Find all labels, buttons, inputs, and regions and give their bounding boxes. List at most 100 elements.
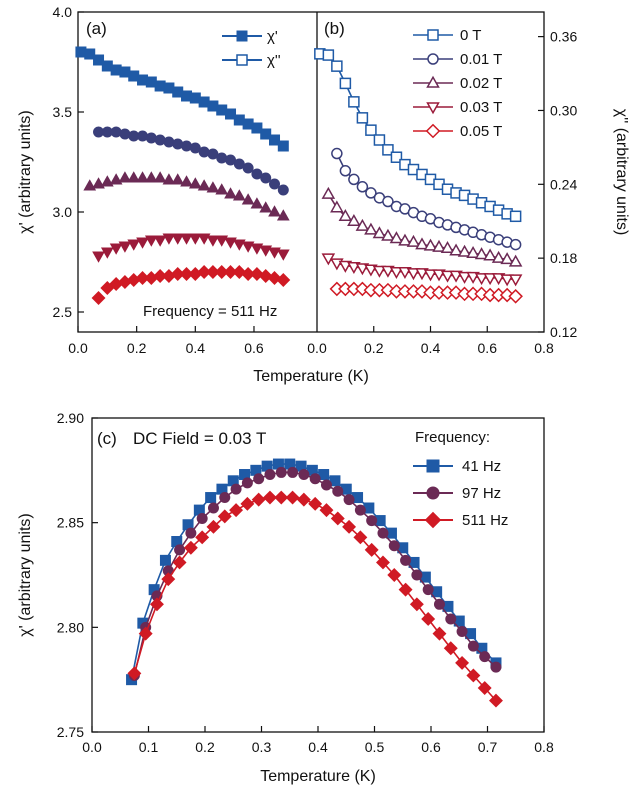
- y-tick-label-b-1: 0.18: [550, 250, 577, 266]
- data-point-c1-27: [433, 598, 445, 610]
- data-point-a3-7: [153, 235, 167, 247]
- data-point-c2-3: [161, 572, 176, 587]
- data-point-b0-8: [382, 144, 394, 156]
- series-a4: [91, 265, 291, 305]
- data-point-c2-2: [150, 597, 164, 612]
- legend-label-chi-prime: χ': [267, 28, 278, 45]
- data-point-b2-19: [483, 248, 497, 261]
- data-point-c2-22: [376, 555, 390, 570]
- panel-a-label: (a): [86, 19, 107, 38]
- data-point-a0-20: [251, 122, 263, 134]
- panel-c-title: DC Field = 0.03 T: [133, 429, 266, 448]
- data-point-c2-29: [455, 655, 470, 670]
- data-point-a2-3: [109, 173, 123, 185]
- data-point-a3-20: [268, 247, 281, 259]
- x-tick-label-a-2: 0.4: [186, 340, 206, 356]
- data-point-a2-16: [224, 187, 237, 199]
- data-point-b1-1: [339, 165, 352, 177]
- data-point-a3-0: [92, 251, 105, 263]
- data-point-c1-12: [264, 469, 276, 481]
- data-point-a1-14: [216, 152, 228, 164]
- data-point-c1-19: [343, 494, 355, 506]
- data-point-a3-8: [162, 233, 176, 245]
- data-point-c2-24: [398, 582, 413, 597]
- data-point-a0-22: [269, 134, 281, 146]
- data-point-a0-17: [225, 108, 237, 120]
- data-point-b3-9: [398, 266, 412, 279]
- x-tick-label-c-4: 0.4: [308, 739, 328, 755]
- data-point-a0-21: [260, 128, 272, 140]
- data-point-c2-12: [263, 490, 277, 505]
- data-point-b2-22: [508, 254, 523, 267]
- data-point-a2-12: [188, 177, 202, 189]
- data-point-c1-18: [332, 485, 344, 497]
- panel-b-label: (b): [324, 19, 345, 38]
- data-point-a1-10: [181, 140, 193, 152]
- panel-b-axes: 0.12 0.18 0.24 0.30 0.36 0.0 0.2 0.4 0.6 0.8: [307, 29, 577, 356]
- data-point-a3-1: [100, 247, 114, 259]
- data-point-a4-21: [276, 273, 291, 287]
- data-point-c2-27: [432, 626, 447, 641]
- data-point-b3-20: [491, 273, 506, 286]
- data-point-c2-10: [240, 496, 255, 511]
- data-point-a2-15: [215, 183, 229, 195]
- data-point-c2-23: [387, 568, 402, 582]
- legend-label-chi-double-prime: χ'': [267, 52, 281, 69]
- data-point-b3-12: [423, 269, 438, 282]
- panel-a-series: [75, 46, 291, 305]
- x-tick-label-c-5: 0.5: [365, 739, 385, 755]
- data-point-c1-20: [354, 504, 366, 516]
- data-point-a1-17: [242, 162, 254, 174]
- series-a2: [83, 171, 290, 221]
- x-tick-label-a-1: 0.2: [127, 340, 147, 356]
- data-point-b3-8: [389, 266, 404, 279]
- y-tick-label-c-1: 2.80: [57, 619, 84, 635]
- data-point-b3-2: [338, 260, 353, 273]
- legend-marker-b-1: [427, 53, 439, 65]
- data-point-c1-32: [490, 661, 502, 673]
- panel-a-legend: χ' χ'': [222, 28, 281, 69]
- data-point-c2-32: [489, 693, 503, 708]
- panel-c-legend: 41 Hz 97 Hz 511 Hz: [413, 458, 508, 529]
- series-b3: [321, 253, 523, 287]
- data-point-c0-3: [159, 554, 171, 566]
- data-point-b2-21: [500, 252, 514, 265]
- y-tick-label-a-1: 3.0: [53, 204, 73, 220]
- data-point-a2-10: [171, 173, 185, 185]
- data-point-b2-5: [364, 222, 378, 235]
- data-point-a2-21: [268, 205, 281, 217]
- data-point-b2-16: [457, 244, 472, 257]
- data-point-b1-2: [348, 173, 360, 186]
- x-tick-label-b-4: 0.8: [534, 340, 554, 356]
- series-c0: [126, 458, 502, 686]
- data-point-c2-30: [466, 668, 481, 683]
- legend-label-c-1: 97 Hz: [462, 485, 501, 502]
- data-point-c2-14: [285, 490, 300, 505]
- data-point-a3-15: [224, 237, 237, 249]
- data-point-c1-4: [174, 544, 186, 556]
- data-point-b1-0: [331, 147, 343, 160]
- data-point-c1-30: [467, 640, 479, 652]
- data-point-b2-8: [389, 231, 404, 244]
- data-point-b3-21: [500, 274, 514, 287]
- y-tick-label-c-0: 2.75: [57, 724, 84, 740]
- legend-marker-c-2: [424, 511, 442, 529]
- y-tick-label-b-3: 0.30: [550, 102, 577, 118]
- data-point-a2-1: [92, 177, 105, 189]
- data-point-a2-4: [118, 171, 132, 183]
- data-point-c1-28: [445, 613, 457, 625]
- data-point-b0-7: [373, 134, 386, 146]
- data-point-b2-12: [423, 238, 438, 251]
- data-point-a1-2: [110, 126, 122, 138]
- y-tick-label-a-2: 3.5: [53, 104, 73, 120]
- legend-marker-chi-double-prime: [236, 54, 248, 66]
- data-point-a1-9: [172, 138, 184, 150]
- data-point-c2-15: [296, 492, 311, 507]
- top-frame: [77, 11, 545, 333]
- data-point-b2-0: [321, 186, 336, 199]
- x-tick-label-a-3: 0.6: [244, 340, 264, 356]
- data-point-c2-28: [443, 641, 458, 656]
- data-point-a2-2: [100, 175, 114, 187]
- data-point-b1-3: [356, 181, 369, 193]
- data-point-c1-23: [388, 540, 400, 552]
